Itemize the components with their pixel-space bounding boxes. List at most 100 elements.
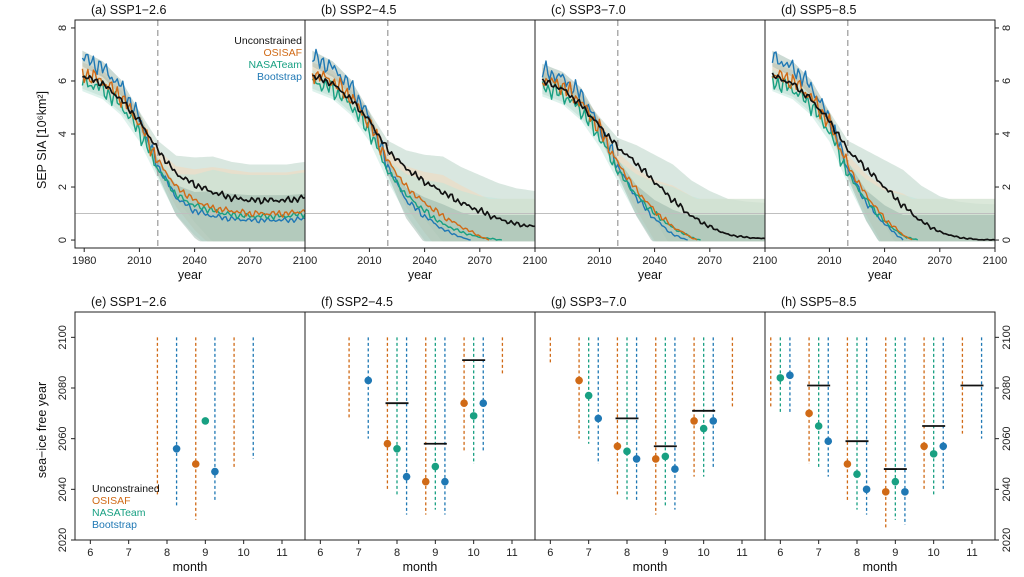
point-osisaf: [881, 488, 890, 496]
x-axis-label: month: [403, 560, 438, 574]
point-bootstrap: [402, 472, 411, 481]
x-tick-label: 2040: [642, 255, 666, 267]
band-nasateam: [82, 70, 305, 242]
legend-top-nasateam: NASATeam: [249, 59, 303, 71]
point-nasateam: [929, 450, 938, 458]
point-bootstrap: [786, 371, 794, 380]
plot-area: [765, 20, 995, 248]
x-tick-label: 2070: [928, 255, 952, 267]
x-axis-label: month: [633, 560, 668, 574]
plot-area: [156, 337, 254, 520]
point-bootstrap: [211, 467, 219, 476]
panel-f-ssp2-4-5: (f) SSP2−4.5 6 7 8 9 10 11 month: [304, 295, 536, 574]
panel-g-ssp3-7-0: (g) SSP3−7.0 6 7 8 9 10 11 month: [534, 295, 766, 574]
x-tick-label: 6: [547, 547, 553, 559]
point-nasateam: [469, 412, 478, 420]
legend-top-unconstrained: Unconstrained: [234, 35, 302, 47]
plot-area: [305, 20, 535, 248]
panel-title: (h) SSP5−8.5: [781, 295, 856, 309]
series-line-nasateam: [81, 75, 305, 221]
point-nasateam: [623, 447, 631, 456]
y-tick-label: 0: [57, 237, 69, 243]
legend-bottom-unconstrained: Unconstrained: [92, 483, 160, 495]
point-osisaf: [651, 455, 660, 463]
x-tick-label: 2070: [698, 255, 722, 267]
x-tick-label: 7: [816, 547, 822, 559]
point-nasateam: [584, 391, 593, 400]
legend-top: Unconstrained OSISAF NASATeam Bootstrap: [234, 35, 302, 83]
point-bootstrap: [172, 445, 181, 453]
x-tick-label: 7: [356, 547, 362, 559]
point-bootstrap: [709, 417, 718, 425]
y-tick-label: 2060: [57, 426, 69, 450]
x-tick-label: 2010: [817, 255, 841, 267]
point-osisaf: [460, 399, 468, 408]
x-tick-label: 10: [468, 547, 480, 559]
x-tick-label: 8: [854, 547, 860, 559]
x-tick-label: 8: [624, 547, 630, 559]
legend-bottom: Unconstrained OSISAF NASATeam Bootstrap: [92, 483, 160, 531]
x-tick-label: 2070: [238, 255, 262, 267]
point-nasateam: [431, 462, 440, 471]
x-axis-label: year: [178, 268, 202, 282]
y-tick-label: 2080: [57, 376, 69, 400]
point-osisaf: [690, 417, 698, 425]
point-bootstrap: [364, 376, 373, 385]
x-tick-label: 11: [966, 547, 977, 559]
panel-title: (b) SSP2−4.5: [321, 3, 396, 17]
x-axis-label: year: [868, 268, 892, 282]
point-osisaf: [191, 460, 200, 468]
x-axis-label: year: [408, 268, 432, 282]
plot-area: [348, 337, 504, 515]
band-nasateam: [312, 70, 535, 242]
panel-c-ssp3-7-0: (c) SSP3−7.0 2010 2040 2070 2100 year: [534, 3, 777, 282]
x-tick-label: 2040: [872, 255, 896, 267]
panel-b-ssp2-4-5: (b) SSP2−4.5 2010 2040 2070 2100 year: [304, 3, 547, 282]
legend-top-osisaf: OSISAF: [263, 47, 302, 59]
y-tick-label: 2100: [1001, 325, 1013, 349]
point-nasateam: [891, 477, 900, 486]
series-line-unconstrained: [541, 78, 765, 240]
y-tick-label: 2040: [1001, 477, 1013, 501]
point-osisaf: [613, 442, 622, 451]
y-tick-label: 2100: [57, 325, 69, 349]
point-osisaf: [575, 376, 583, 385]
y-tick-label: 6: [1001, 78, 1013, 84]
x-tick-label: 7: [586, 547, 592, 559]
x-tick-label: 2070: [468, 255, 492, 267]
point-bootstrap: [671, 465, 679, 473]
point-nasateam: [661, 452, 670, 461]
panel-frame: [534, 311, 766, 541]
x-tick-label: 11: [506, 547, 517, 559]
panel-frame: [764, 311, 996, 541]
panel-title: (a) SSP1−2.6: [91, 3, 166, 17]
series-line-bootstrap: [311, 48, 471, 241]
point-osisaf: [421, 477, 430, 486]
point-bootstrap: [479, 399, 488, 408]
x-tick-label: 1980: [72, 255, 96, 267]
y-tick-label: 8: [57, 25, 69, 31]
series-line-unconstrained: [312, 73, 535, 228]
bottom-ylabel: sea−ice free year: [35, 382, 49, 478]
panel-a-ssp1-2-6: (a) SSP1−2.6 1980 2010 2040 2070 2100 year 0 2 4 6…: [57, 3, 317, 282]
plot-area: [535, 20, 765, 248]
series-line-nasateam: [771, 75, 919, 241]
x-tick-label: 9: [432, 547, 438, 559]
x-tick-label: 2100: [753, 255, 777, 267]
plot-area: [770, 337, 984, 528]
panel-h-ssp5-8-5: (h) SSP5−8.5 6 7 8 9 10 11 month 2020 2040 2060 208…: [764, 295, 1013, 574]
x-tick-label: 2100: [293, 255, 317, 267]
series-line-unconstrained: [82, 74, 305, 205]
y-tick-label: 4: [1001, 131, 1013, 137]
top-ylabel: SEP SIA [10⁶km²]: [35, 91, 49, 189]
band-nasateam: [542, 75, 765, 242]
y-tick-label: 4: [57, 131, 69, 137]
panel-title: (e) SSP1−2.6: [91, 295, 166, 309]
x-tick-label: 8: [164, 547, 170, 559]
series-line-osisaf: [541, 77, 698, 241]
legend-top-bootstrap: Bootstrap: [257, 71, 302, 83]
legend-bottom-bootstrap: Bootstrap: [92, 519, 137, 531]
point-osisaf: [920, 442, 928, 451]
